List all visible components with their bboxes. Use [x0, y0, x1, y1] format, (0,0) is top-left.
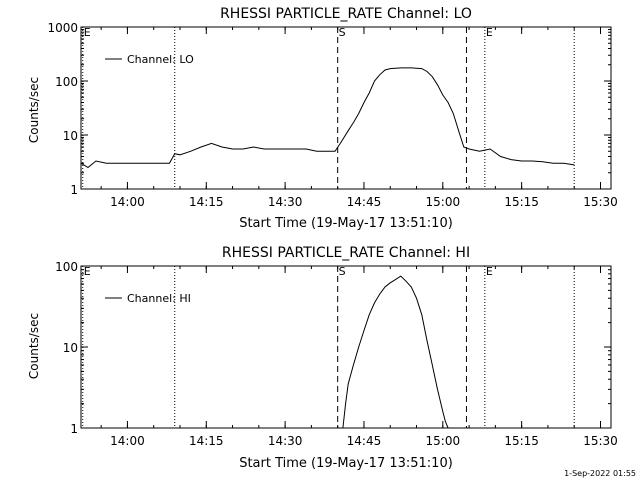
legend-label: Channel: LO	[127, 53, 194, 66]
x-tick-label: 15:30	[583, 434, 618, 448]
marker-label: S	[339, 26, 346, 39]
x-tick-label: 15:00	[426, 195, 461, 209]
marker-label: E	[486, 26, 493, 39]
x-tick-label: 14:45	[347, 434, 382, 448]
x-tick-label: 14:15	[189, 195, 224, 209]
footer-timestamp: 1-Sep-2022 01:55	[564, 469, 636, 478]
y-tick-label: 10	[63, 129, 78, 143]
x-tick-label: 15:00	[426, 434, 461, 448]
y-axis-label: Counts/sec	[27, 313, 41, 379]
y-axis-label: Counts/sec	[27, 77, 41, 143]
x-tick-label: 15:30	[583, 195, 618, 209]
lo-channel-panel: RHESSI PARTICLE_RATE Channel: LO Counts/…	[27, 6, 618, 231]
marker-label: E	[84, 26, 91, 39]
y-tick-label: 1	[70, 422, 78, 436]
x-tick-label: 14:15	[189, 434, 224, 448]
x-tick-label: 14:00	[110, 195, 145, 209]
x-tick-label: 15:15	[504, 434, 539, 448]
chart-title: RHESSI PARTICLE_RATE Channel: HI	[222, 245, 470, 261]
chart-title: RHESSI PARTICLE_RATE Channel: LO	[220, 6, 472, 22]
series-line	[342, 275, 449, 429]
marker-label: E	[486, 265, 493, 278]
legend: Channel: HI	[105, 292, 191, 305]
x-tick-label: 14:30	[268, 434, 303, 448]
plot-frame	[80, 26, 612, 190]
y-tick-label: 100	[55, 260, 78, 274]
y-tick-label: 100	[55, 75, 78, 89]
legend-label: Channel: HI	[127, 292, 191, 305]
hi-channel-panel: RHESSI PARTICLE_RATE Channel: HI Counts/…	[27, 245, 618, 471]
x-axis-label: Start Time (19-May-17 13:51:10)	[239, 216, 453, 231]
y-tick-label: 1	[70, 183, 78, 197]
x-tick-label: 15:15	[504, 195, 539, 209]
x-axis-label: Start Time (19-May-17 13:51:10)	[239, 456, 453, 471]
series-line	[80, 67, 575, 169]
x-tick-label: 14:30	[268, 195, 303, 209]
x-tick-label: 14:45	[347, 195, 382, 209]
y-tick-label: 1000	[47, 21, 78, 35]
marker-label: E	[84, 265, 91, 278]
y-tick-label: 10	[63, 341, 78, 355]
marker-label: S	[339, 265, 346, 278]
x-tick-label: 14:00	[110, 434, 145, 448]
legend: Channel: LO	[105, 53, 194, 66]
